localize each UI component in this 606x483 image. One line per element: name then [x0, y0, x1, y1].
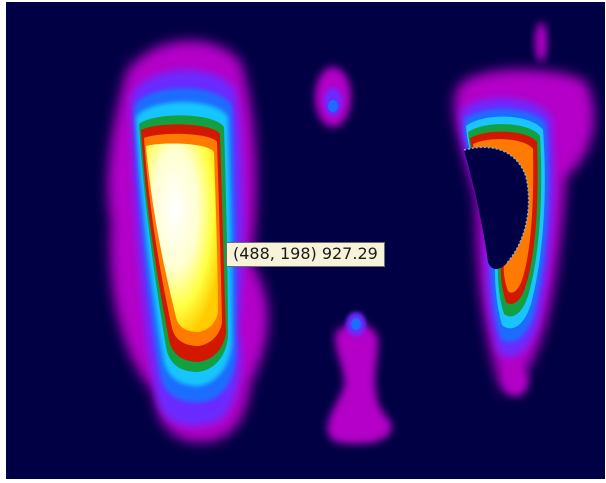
heat-spot-upper [315, 67, 351, 127]
thermal-image-canvas[interactable]: (488, 198) 927.29 [6, 2, 605, 479]
heat-spot-lower [327, 312, 392, 444]
heat-spot-right-small [504, 22, 547, 396]
heat-blob-left [107, 40, 268, 443]
heatmap-render [107, 22, 595, 444]
pixel-value-tooltip: (488, 198) 927.29 [226, 242, 385, 267]
heat-blob-right [454, 69, 595, 393]
